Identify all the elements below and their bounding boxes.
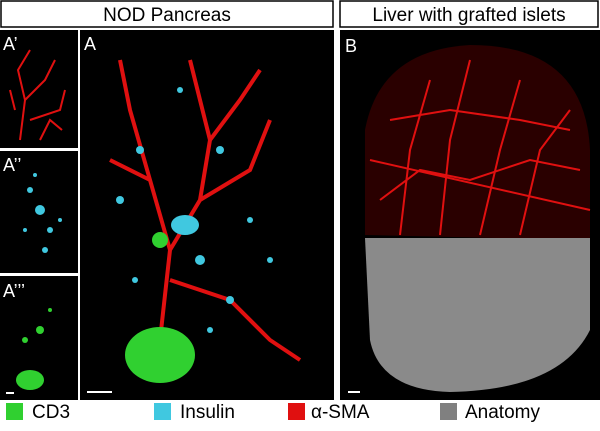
- legend-swatch: [6, 403, 23, 420]
- cd3-render: [16, 308, 52, 390]
- cd3-render: [125, 232, 195, 383]
- panel-label: A: [84, 34, 96, 54]
- panel-label: A’’: [3, 155, 21, 175]
- legend-label: CD3: [32, 402, 70, 423]
- panel-label: A’’’: [3, 281, 25, 301]
- vessel-render: [369, 59, 591, 236]
- legend-label: α-SMA: [311, 402, 370, 423]
- vessel-render: [9, 49, 66, 141]
- liver-anatomy: [365, 238, 590, 392]
- legend-swatch: [154, 403, 171, 420]
- panel: [80, 30, 334, 400]
- header-title: NOD Pancreas: [103, 5, 231, 26]
- legend-swatch: [440, 403, 457, 420]
- header-box: [339, 0, 599, 28]
- legend-label: Anatomy: [465, 402, 540, 423]
- header-title: Liver with grafted islets: [372, 5, 565, 26]
- panel-label: A’: [3, 34, 18, 54]
- panel-label: B: [345, 36, 357, 56]
- legend-swatch: [288, 403, 305, 420]
- vessel-render: [109, 59, 302, 362]
- liver-vessel-region: [365, 45, 590, 240]
- insulin-render: [23, 173, 62, 253]
- header-box: [0, 0, 334, 28]
- legend-label: Insulin: [180, 402, 235, 423]
- panel: [0, 30, 78, 148]
